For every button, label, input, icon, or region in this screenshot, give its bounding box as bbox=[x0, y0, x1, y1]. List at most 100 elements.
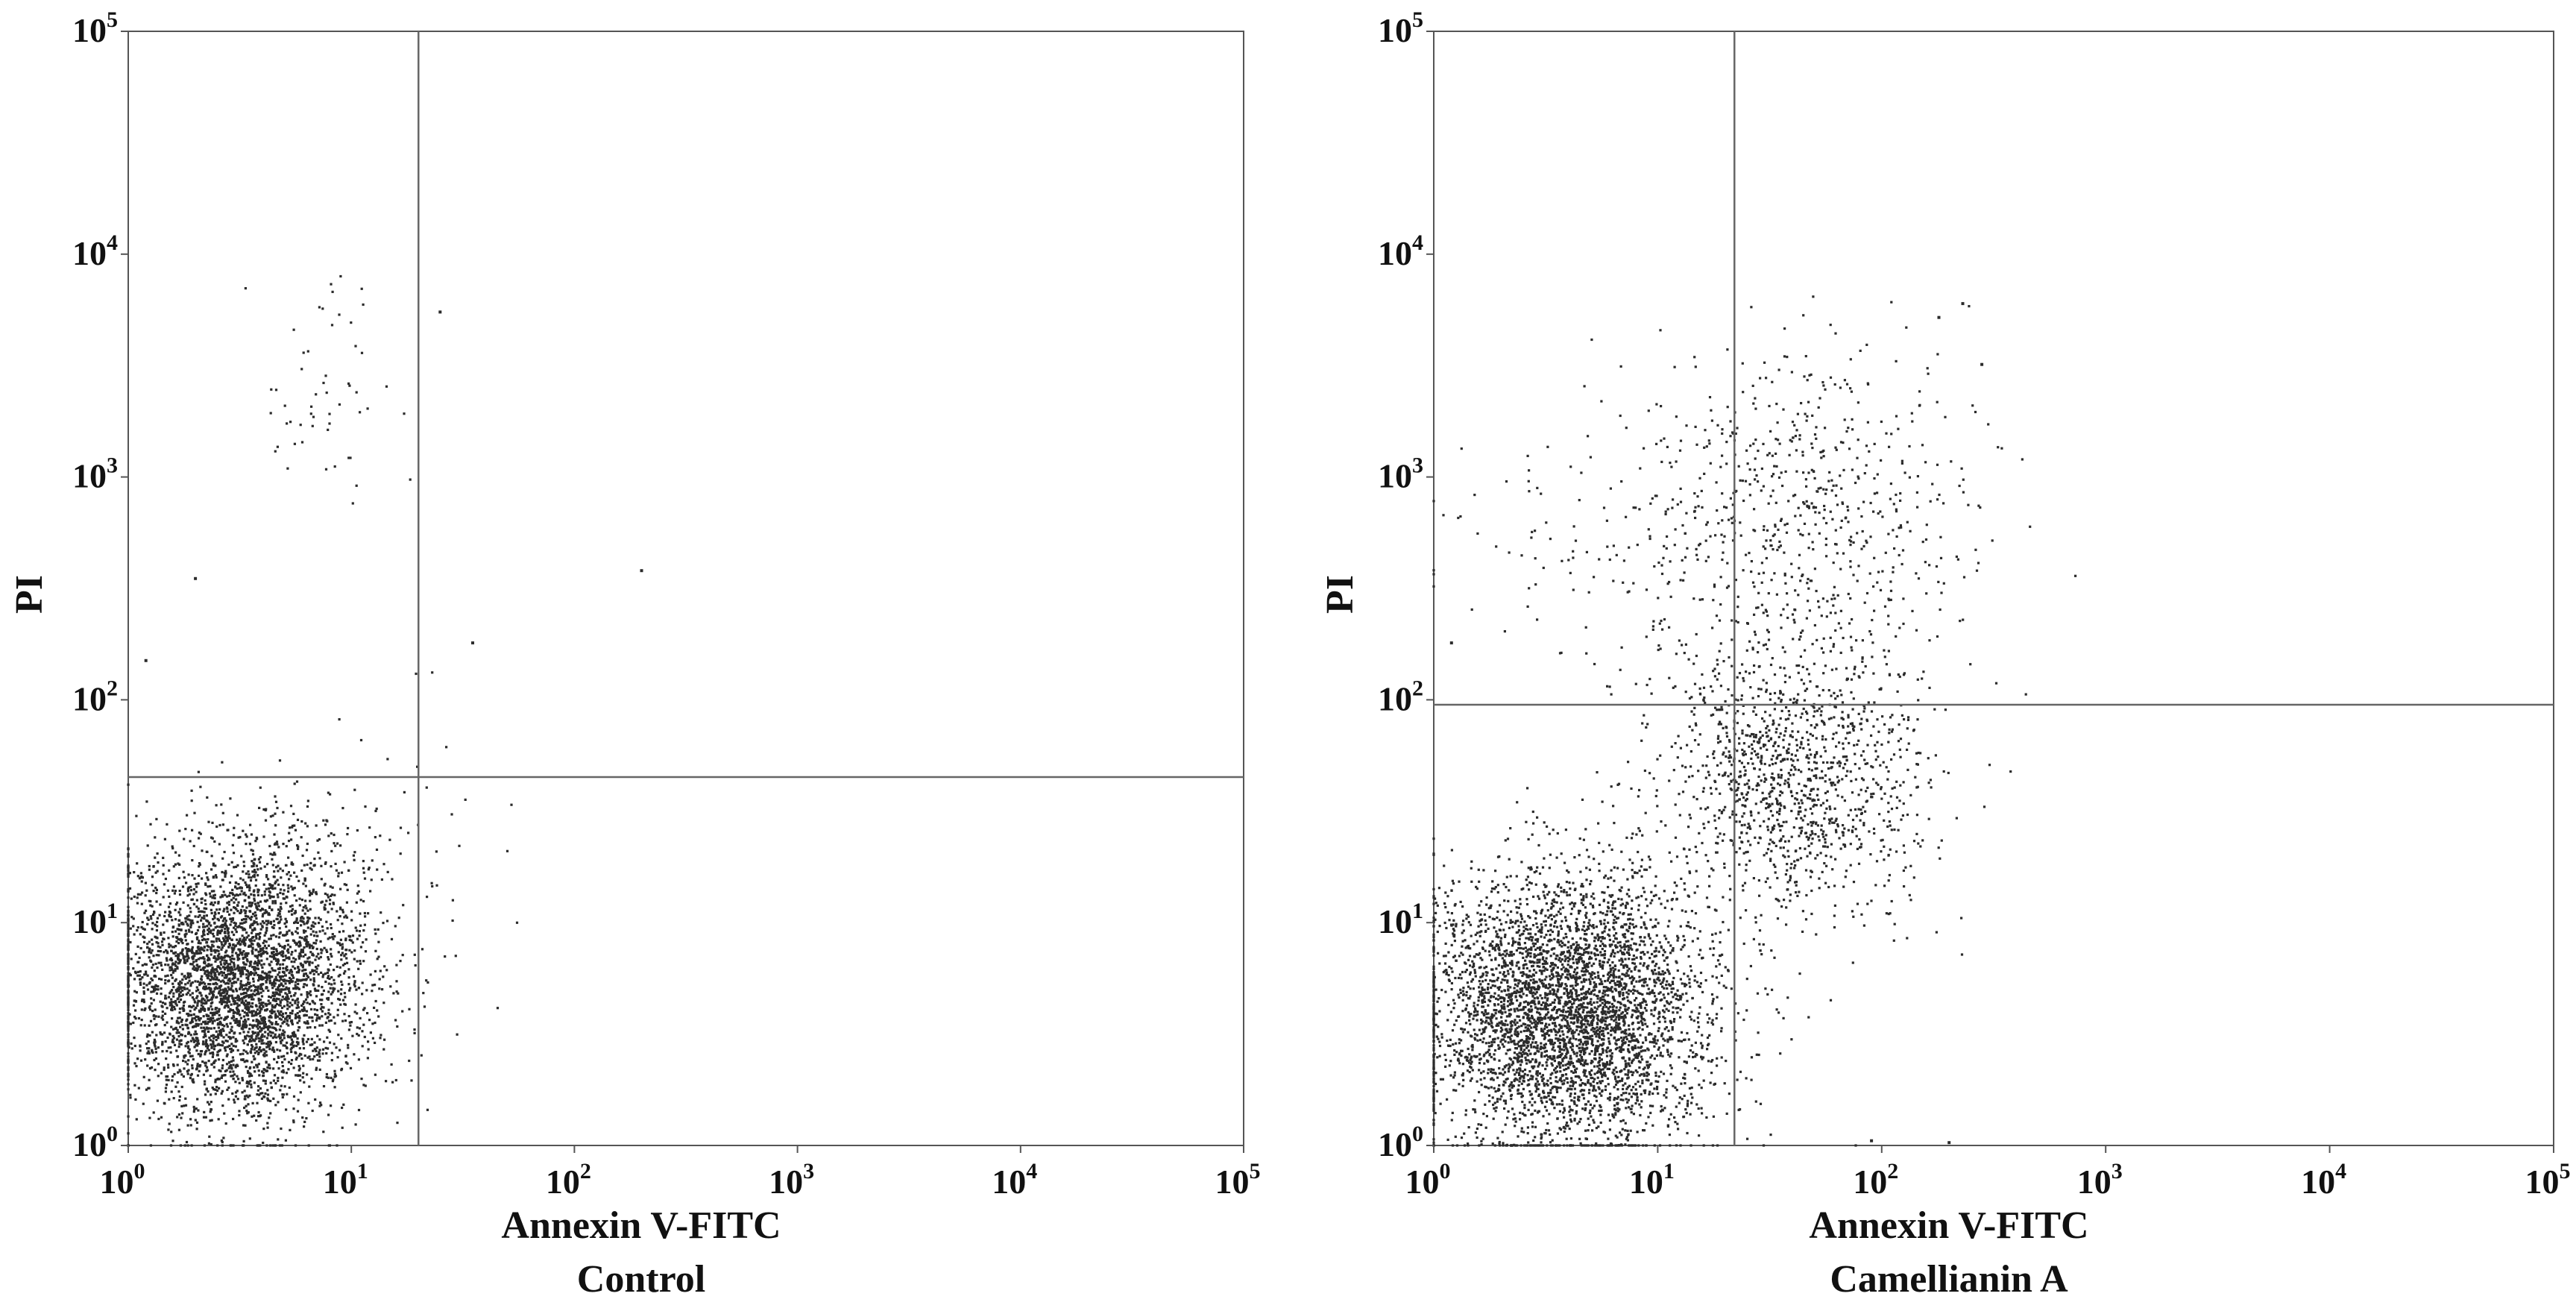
data-point bbox=[287, 1024, 289, 1026]
data-point bbox=[1608, 1043, 1610, 1045]
data-point bbox=[254, 1047, 256, 1049]
data-point bbox=[256, 868, 259, 870]
data-point bbox=[330, 964, 332, 966]
data-point bbox=[221, 1077, 223, 1079]
data-point bbox=[201, 939, 204, 941]
data-point bbox=[318, 1016, 321, 1019]
data-point bbox=[145, 1043, 148, 1045]
data-point bbox=[297, 1004, 299, 1006]
data-point bbox=[259, 988, 262, 990]
data-point bbox=[165, 1040, 167, 1043]
data-point bbox=[237, 902, 239, 904]
data-point bbox=[286, 1019, 289, 1022]
data-point bbox=[297, 983, 299, 985]
data-point bbox=[253, 1070, 256, 1072]
data-point bbox=[176, 1031, 178, 1034]
data-point bbox=[303, 975, 305, 977]
data-point bbox=[358, 987, 360, 989]
data-point bbox=[189, 893, 191, 896]
data-point bbox=[151, 928, 154, 930]
data-point bbox=[271, 987, 274, 989]
data-point bbox=[210, 1075, 212, 1077]
data-point bbox=[289, 421, 292, 423]
data-point bbox=[387, 871, 389, 873]
data-point bbox=[233, 866, 235, 868]
data-point bbox=[155, 937, 157, 939]
data-point bbox=[253, 865, 255, 867]
data-point bbox=[394, 1019, 397, 1021]
data-point bbox=[137, 971, 139, 973]
data-point bbox=[292, 1041, 294, 1043]
data-point bbox=[139, 975, 141, 977]
data-point bbox=[265, 900, 267, 902]
data-point bbox=[319, 930, 321, 932]
data-point bbox=[155, 963, 157, 965]
data-point bbox=[1437, 1038, 1439, 1040]
data-point bbox=[247, 1031, 249, 1033]
data-point bbox=[1561, 1019, 1563, 1021]
data-point bbox=[153, 1014, 155, 1016]
data-point bbox=[330, 993, 333, 996]
data-point bbox=[178, 1001, 180, 1003]
data-point bbox=[347, 827, 349, 829]
data-point bbox=[212, 994, 214, 996]
data-point bbox=[298, 1065, 300, 1067]
data-point bbox=[251, 1061, 253, 1063]
data-point bbox=[431, 882, 433, 884]
data-point bbox=[506, 850, 508, 852]
data-point bbox=[330, 885, 332, 887]
y-axis-title: PI bbox=[8, 575, 51, 614]
data-point bbox=[185, 1019, 187, 1022]
data-point bbox=[1535, 1028, 1537, 1031]
data-point bbox=[263, 884, 265, 886]
data-point bbox=[320, 1003, 322, 1005]
data-point bbox=[341, 1127, 344, 1129]
data-point bbox=[221, 915, 223, 917]
data-point bbox=[127, 1034, 129, 1036]
data-point bbox=[371, 878, 373, 881]
data-point bbox=[325, 1052, 327, 1054]
data-point bbox=[259, 861, 261, 864]
data-point bbox=[293, 994, 295, 996]
data-point bbox=[362, 867, 365, 870]
data-point bbox=[224, 1016, 227, 1019]
data-point bbox=[1700, 1042, 1702, 1044]
data-point bbox=[256, 964, 259, 966]
data-point bbox=[312, 889, 315, 891]
data-point bbox=[330, 1019, 333, 1022]
data-point bbox=[233, 974, 235, 976]
data-point bbox=[151, 1051, 154, 1054]
data-point bbox=[206, 975, 208, 977]
data-point bbox=[192, 981, 194, 984]
data-point bbox=[238, 1025, 240, 1027]
data-point bbox=[145, 910, 147, 912]
data-point bbox=[1522, 930, 1525, 932]
data-point bbox=[215, 1089, 217, 1091]
data-point bbox=[254, 903, 256, 905]
data-point bbox=[364, 924, 366, 926]
data-point bbox=[198, 926, 201, 928]
data-point bbox=[1662, 1044, 1664, 1046]
data-point bbox=[265, 820, 267, 822]
data-point bbox=[135, 815, 137, 817]
data-point bbox=[195, 959, 198, 961]
data-point bbox=[331, 936, 333, 938]
data-point bbox=[267, 1028, 269, 1031]
data-point bbox=[391, 878, 393, 880]
data-point bbox=[223, 908, 225, 910]
data-point bbox=[196, 899, 198, 902]
data-point bbox=[233, 912, 235, 914]
data-point bbox=[294, 782, 296, 785]
data-point bbox=[1589, 1112, 1591, 1114]
data-point bbox=[321, 986, 323, 988]
data-point bbox=[235, 866, 237, 868]
data-point bbox=[212, 935, 215, 937]
data-point bbox=[179, 890, 181, 892]
data-point bbox=[215, 940, 218, 942]
data-point bbox=[262, 1142, 264, 1144]
data-point bbox=[284, 982, 286, 984]
data-point bbox=[295, 984, 297, 987]
data-point bbox=[224, 1049, 227, 1051]
data-point bbox=[157, 870, 159, 873]
